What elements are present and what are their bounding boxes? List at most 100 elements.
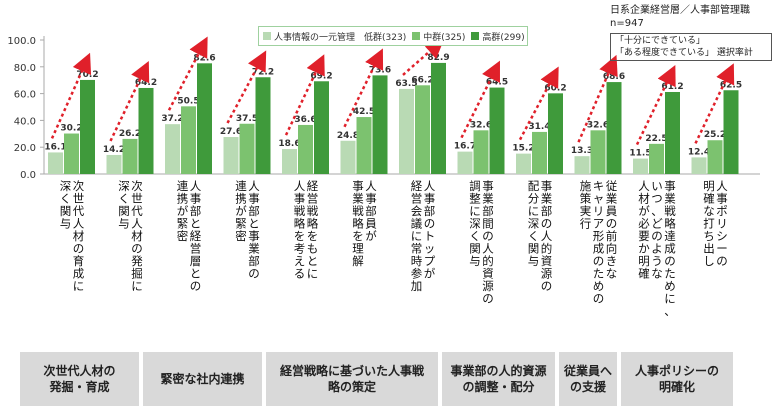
bar-mid [473,130,489,174]
x-category-label-char: か [638,242,650,256]
data-label: 62.5 [720,80,742,90]
note-line1: 日系企業経営層／人事部管理職 [610,5,750,16]
x-category-label-char: が [177,204,189,218]
x-category-label-char: 関 [60,204,72,218]
x-category-label-char: つ [651,192,663,206]
bar-low [691,157,707,174]
x-category-label-char: 部 [190,204,202,218]
bar-chart: 0.020.040.060.080.0100.016.130.270.2次世代人… [7,36,760,318]
x-category-label-char: ア [593,217,605,231]
data-label: 27.6 [220,127,242,137]
x-category-label-char: の [593,292,605,306]
x-category-label-char: 材 [638,192,650,206]
bar-high [723,90,739,174]
x-category-label-char: よ [651,242,663,256]
x-category-label-char: 業 [664,192,676,206]
x-category-label-char: 参 [411,267,423,281]
x-category-label-char: 達 [664,229,676,243]
x-category-label-char: 与 [469,254,481,268]
x-category-label-char: め [664,279,676,293]
x-category-label-char: が [365,229,377,243]
x-category-label-char: ど [651,217,663,231]
legend-item-mid: 中群(325) [412,30,465,43]
data-label: 15.2 [512,144,534,154]
trend-arrow [518,66,559,141]
data-label: 22.5 [645,134,667,144]
x-category-label-char: に [411,229,423,243]
x-category-label-char: 打 [703,217,715,231]
x-category-label-char: 成 [593,242,605,256]
x-category-label-char: る [294,267,306,281]
x-category-label-char: ー [716,242,728,256]
x-category-label-char: 密 [177,229,189,243]
x-category-label-char: 次 [73,179,85,193]
x-category-label-char: 部 [482,204,494,218]
x-category-label-char: 行 [580,217,592,231]
data-label: 32.6 [470,120,492,130]
x-category-label-char: ッ [424,242,436,256]
bar-low [48,152,63,174]
x-category-label-char: 常 [411,242,423,256]
data-label: 26.2 [119,129,141,139]
bar-high [606,82,622,174]
x-category-label-char: 議 [411,217,423,231]
data-label: 82.9 [427,53,449,63]
x-category-label-char: 営 [411,192,423,206]
y-tick-label: 60.0 [14,90,36,101]
x-category-label-char: の [482,229,494,243]
x-category-label-char: 資 [482,267,494,281]
x-category-label-char: 向 [606,242,618,256]
x-category-label-char: 員 [606,204,618,218]
x-category-label-char: 材 [73,229,85,243]
trend-arrow [226,50,267,124]
x-category-label-char: プ [424,254,436,268]
trend-arrow [402,38,445,76]
x-category-label-char: 部 [541,204,553,218]
x-category-label-char: 部 [248,204,260,218]
x-category-label-char: 的 [541,242,553,256]
data-label: 30.2 [60,124,82,134]
y-tick-label: 80.0 [14,63,36,74]
x-category-label-char: 深 [118,179,130,193]
x-category-label-char: 事 [664,179,676,193]
trend-arrow [50,52,92,139]
x-category-label-char: ち [703,229,715,243]
x-category-label-char: く [469,229,481,243]
x-category-label-char: の [482,292,494,306]
x-category-label-char: に [131,279,143,293]
x-category-label-char: を [352,229,364,243]
x-category-label-char: の [190,279,202,293]
x-category-label-char: 形 [593,229,605,243]
trend-arrow [343,48,384,128]
data-label: 16.1 [44,142,66,152]
x-category-label-char: 施 [580,179,592,193]
x-category-label-char: 確 [703,192,715,206]
trend-arrow [167,36,208,111]
bar-low [165,124,180,174]
x-category-label-char: 源 [541,267,553,281]
x-category-label-char: 代 [131,204,143,218]
x-category-label-char: な [703,204,715,218]
x-category-label-char: 関 [528,242,540,256]
x-category-label-char: 加 [411,279,423,293]
x-category-label-char: の [541,279,553,293]
x-category-label-char: 員 [365,217,377,231]
bar-mid [298,124,313,174]
x-category-label-char: 連 [177,179,189,193]
bar-high [138,87,154,174]
x-category-label-char: 出 [703,242,715,256]
x-category-label-char: 代 [73,204,85,218]
x-category-label-char: 実 [580,204,592,218]
x-category-label-char: 、 [664,304,676,318]
x-category-label-char: 深 [60,179,72,193]
x-category-label-char: 略 [352,217,364,231]
x-category-label-char: 事 [365,192,377,206]
x-category-label-char: 経 [190,229,202,243]
bar-high [665,91,680,174]
x-category-label-char: 経 [307,179,319,193]
x-category-label-char: の [131,242,143,256]
x-category-label-char: 明 [703,179,715,193]
x-category-label-char: 明 [638,254,650,268]
x-category-label-char: 緊 [177,217,189,231]
x-category-label-char: 部 [424,204,436,218]
